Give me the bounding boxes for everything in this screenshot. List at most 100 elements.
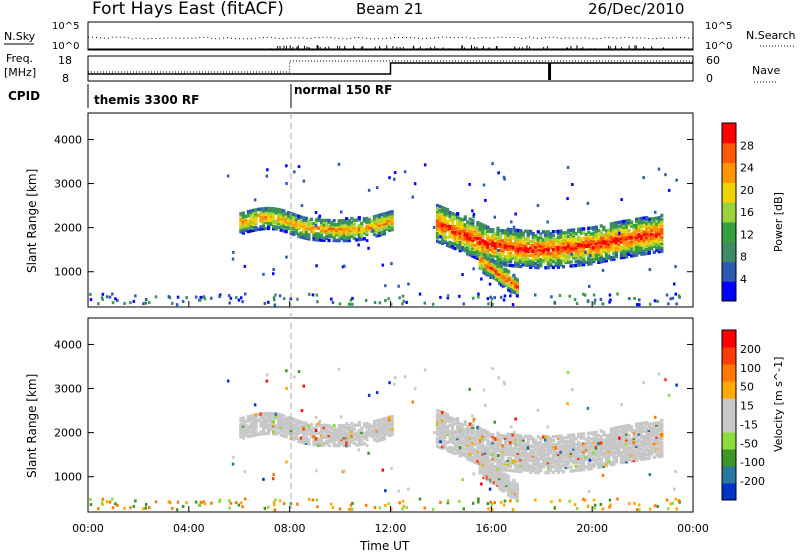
velocity-cell [569, 465, 573, 469]
velocity-cell [468, 430, 472, 434]
power-cell [488, 235, 492, 240]
power-cell [307, 219, 311, 223]
velocity-cell [241, 418, 245, 422]
power-cell [638, 298, 641, 302]
power-cell [546, 242, 550, 246]
power-cell [559, 233, 563, 237]
velocity-cell [511, 449, 515, 453]
power-cell [592, 236, 596, 240]
velocity-cell [630, 455, 634, 459]
power-cell [635, 249, 639, 253]
power-cell [612, 227, 616, 231]
velocity-cell [489, 472, 493, 477]
power-cell [642, 216, 646, 220]
velocity-cell [272, 501, 276, 505]
power-cell [244, 224, 248, 228]
power-cell [632, 224, 636, 228]
power-cell [587, 256, 591, 260]
power-cell [453, 234, 457, 239]
power-cell [390, 227, 394, 232]
velocity-cell [388, 381, 391, 385]
velocity-cell [594, 450, 598, 454]
power-cell [251, 224, 256, 228]
power-cell [309, 217, 313, 222]
velocity-cell [272, 420, 276, 424]
velocity-cell [544, 459, 548, 463]
power-cell [589, 248, 593, 252]
power-cell [549, 263, 553, 268]
power-cell [483, 230, 487, 234]
velocity-cell [478, 459, 482, 463]
velocity-cell [541, 453, 545, 457]
velocity-cell [526, 440, 530, 445]
velocity-cell [463, 454, 467, 458]
velocity-colorbar-label: Velocity [m s^-1] [772, 357, 785, 452]
velocity-cell [599, 459, 603, 463]
velocity-cell [614, 434, 619, 438]
velocity-cell [485, 466, 489, 470]
power-cell [496, 272, 500, 276]
velocity-cell [650, 434, 654, 438]
velocity-cell [498, 437, 503, 442]
velocity-cell [512, 430, 516, 434]
velocity-cell [267, 431, 271, 436]
velocity-cell [536, 463, 540, 467]
velocity-cell [657, 425, 661, 429]
power-cell [579, 263, 583, 267]
velocity-cell [476, 459, 480, 463]
power-cell [510, 290, 514, 294]
power-cell [491, 263, 495, 267]
velocity-cell [506, 460, 510, 464]
velocity-cell [299, 436, 303, 440]
velocity-cell [322, 427, 326, 432]
power-cell [267, 224, 271, 229]
velocity-cell [556, 456, 561, 460]
power-cell [282, 217, 286, 221]
velocity-cell [622, 444, 626, 448]
velocity-cell [647, 448, 651, 452]
velocity-cell [589, 467, 593, 471]
power-cell [317, 232, 321, 236]
velocity-cell [642, 429, 646, 433]
power-cell [481, 235, 485, 239]
power-cell [549, 253, 553, 258]
colorbar-tick-label: 15 [740, 400, 754, 413]
power-cell [249, 219, 253, 223]
velocity-cell [564, 451, 568, 456]
velocity-cell [642, 455, 646, 459]
power-cell [482, 270, 486, 275]
velocity-cell [251, 427, 256, 431]
velocity-cell [614, 432, 619, 436]
power-cell [473, 251, 477, 255]
nave-label: Nave [752, 64, 780, 77]
power-cell [515, 280, 519, 284]
velocity-cell [345, 439, 349, 444]
power-cell [514, 236, 518, 240]
velocity-cell [380, 417, 384, 422]
power-cell [468, 243, 472, 247]
power-cell [473, 231, 477, 236]
power-cell [516, 254, 520, 258]
power-cell [544, 266, 548, 270]
velocity-cell [652, 443, 656, 448]
power-cell [534, 255, 538, 260]
power-cell [569, 240, 573, 244]
velocity-cell [642, 437, 646, 441]
power-cell [259, 225, 263, 229]
velocity-cell [645, 440, 649, 445]
velocity-cell [488, 452, 492, 457]
velocity-cell [486, 452, 490, 456]
velocity-cell [272, 414, 276, 418]
power-cell [232, 250, 235, 254]
power-cell [340, 210, 343, 214]
power-cell [559, 239, 563, 243]
power-cell [516, 244, 520, 249]
velocity-cell [491, 454, 495, 459]
power-cell [332, 238, 336, 243]
power-cell [541, 244, 545, 248]
power-cell [524, 251, 528, 255]
velocity-cell [577, 450, 581, 454]
velocity-cell [602, 432, 606, 437]
velocity-cell [453, 445, 457, 450]
